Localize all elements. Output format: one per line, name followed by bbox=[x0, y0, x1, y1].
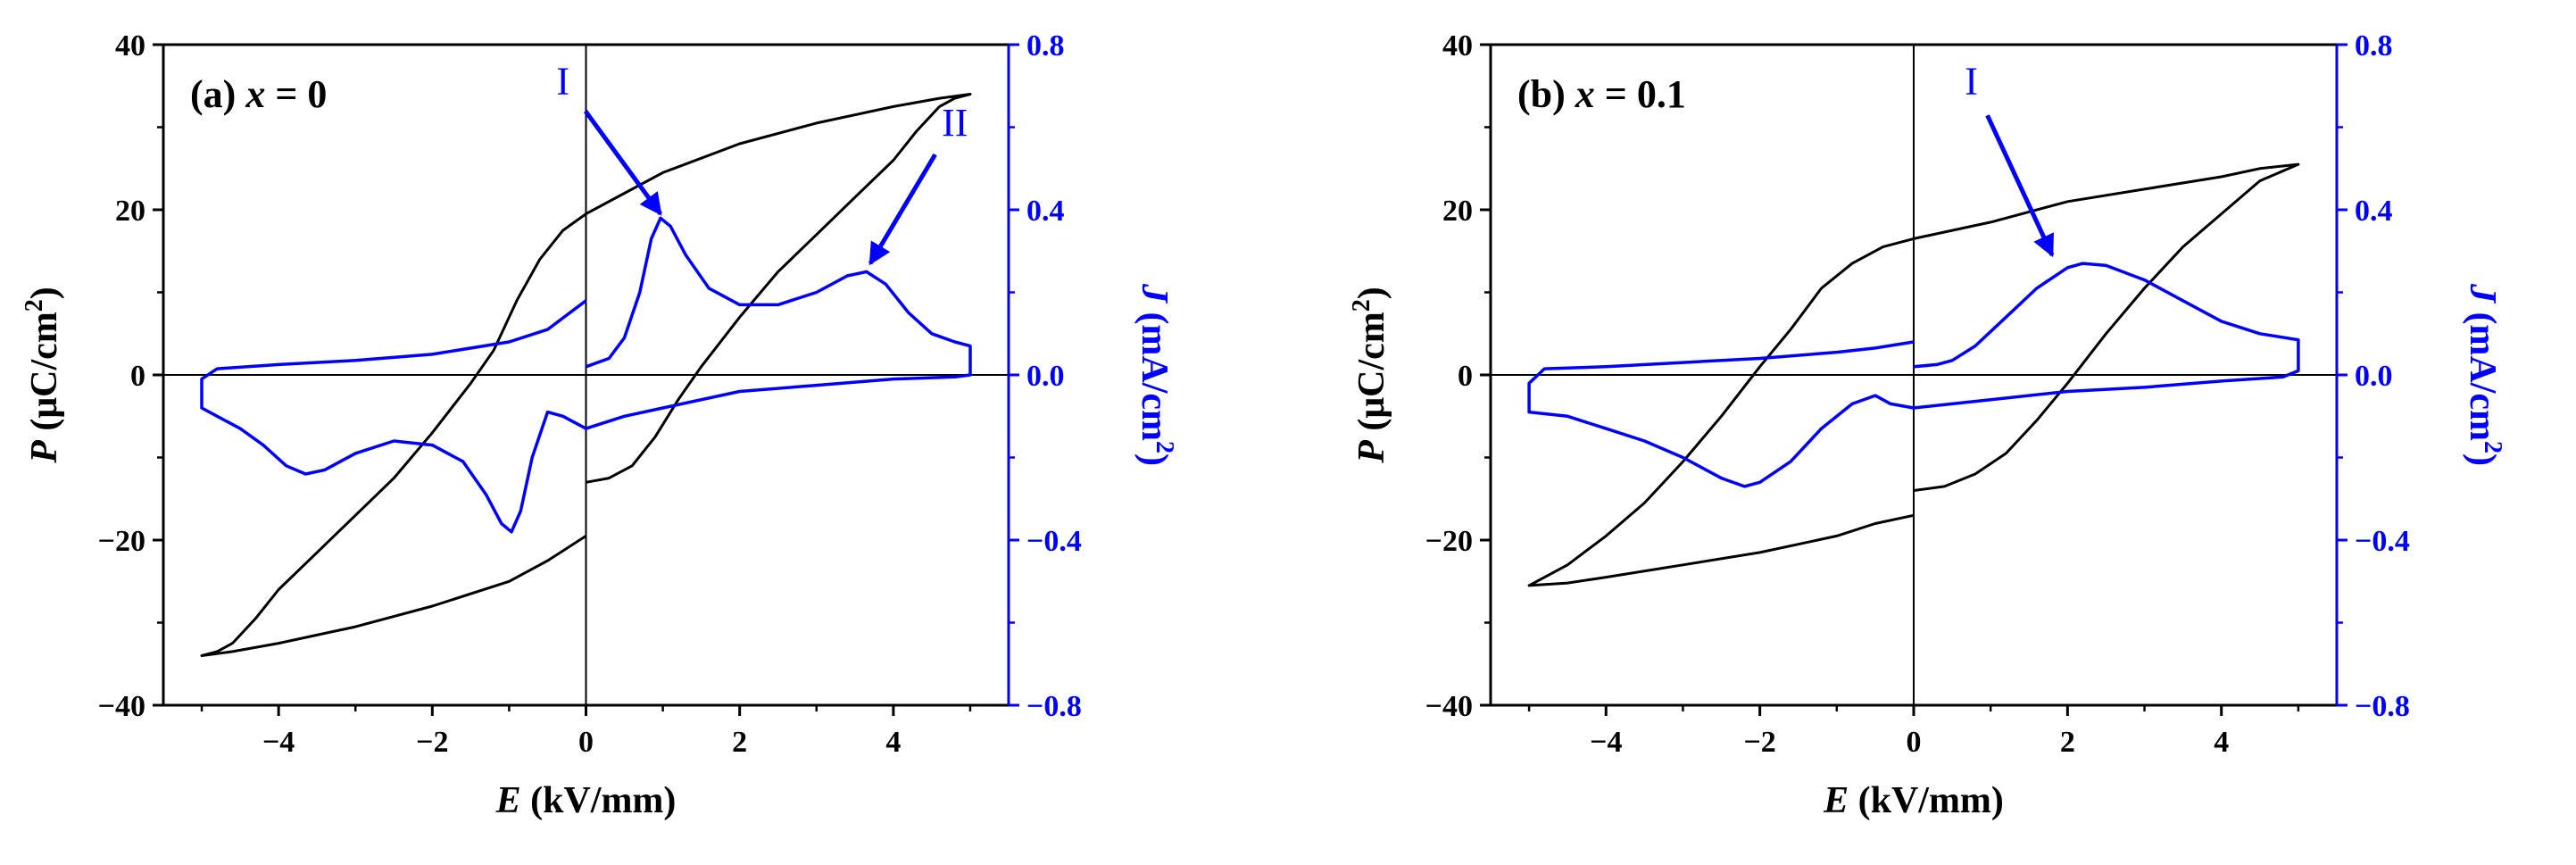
y-left-tick-label: −40 bbox=[98, 690, 145, 723]
y-right-tick-label: −0.4 bbox=[1026, 525, 1082, 558]
panel-label: (a) x = 0 bbox=[190, 72, 327, 116]
y-right-tick-label: −0.4 bbox=[2355, 525, 2410, 558]
annotation-arrow bbox=[868, 153, 937, 266]
y-left-axis-title: P (μC/cm2) bbox=[21, 287, 65, 464]
y-right-tick-label: 0.8 bbox=[2355, 29, 2393, 62]
panel-label: (b) x = 0.1 bbox=[1517, 72, 1686, 116]
x-tick-label: 4 bbox=[2214, 726, 2229, 759]
y-left-tick-label: −20 bbox=[1425, 525, 1473, 558]
x-tick-label: 2 bbox=[2060, 726, 2075, 759]
y-right-tick-label: −0.8 bbox=[2355, 690, 2410, 723]
x-tick-label: −2 bbox=[416, 726, 448, 759]
y-left-tick-label: 40 bbox=[115, 29, 145, 62]
y-left-tick-label: 20 bbox=[115, 195, 145, 228]
y-right-tick-label: 0.4 bbox=[1026, 195, 1065, 228]
series-je-curve bbox=[1527, 262, 2300, 488]
x-axis-title: E (kV/mm) bbox=[1823, 780, 2004, 821]
y-right-tick-label: 0.4 bbox=[2355, 195, 2393, 228]
y-left-tick-label: 40 bbox=[1442, 29, 1473, 62]
annotation-arrow bbox=[1985, 114, 2055, 258]
x-tick-label: 0 bbox=[1907, 726, 1922, 759]
y-right-axis-title: J (mA/cm2) bbox=[1134, 283, 1178, 466]
annotation-arrow bbox=[583, 110, 663, 216]
y-left-tick-label: 0 bbox=[1458, 360, 1473, 393]
annotation-label: I bbox=[556, 60, 569, 104]
x-tick-label: −4 bbox=[1590, 726, 1622, 759]
y-right-axis-title: J (mA/cm2) bbox=[2462, 283, 2506, 466]
x-tick-label: 4 bbox=[885, 726, 901, 759]
x-tick-label: −2 bbox=[1743, 726, 1775, 759]
series-je-curve bbox=[200, 216, 972, 534]
series-pe-loop bbox=[200, 93, 972, 657]
y-left-tick-label: 0 bbox=[130, 360, 145, 393]
x-tick-label: 2 bbox=[732, 726, 747, 759]
x-tick-label: 0 bbox=[578, 726, 594, 759]
annotation-label: II bbox=[942, 101, 968, 145]
y-left-tick-label: −20 bbox=[98, 525, 145, 558]
y-left-axis-title: P (μC/cm2) bbox=[1348, 287, 1392, 464]
annotation-label: I bbox=[1965, 60, 1978, 104]
x-axis-title: E (kV/mm) bbox=[495, 780, 677, 821]
x-tick-label: −4 bbox=[262, 726, 295, 759]
y-left-tick-label: −40 bbox=[1425, 690, 1473, 723]
series-pe-loop bbox=[1527, 162, 2300, 587]
y-right-tick-label: 0.0 bbox=[2355, 360, 2393, 393]
y-right-tick-label: 0.0 bbox=[1026, 360, 1065, 393]
y-right-tick-label: 0.8 bbox=[1026, 29, 1065, 62]
y-left-tick-label: 20 bbox=[1442, 195, 1473, 228]
y-right-tick-label: −0.8 bbox=[1026, 690, 1082, 723]
